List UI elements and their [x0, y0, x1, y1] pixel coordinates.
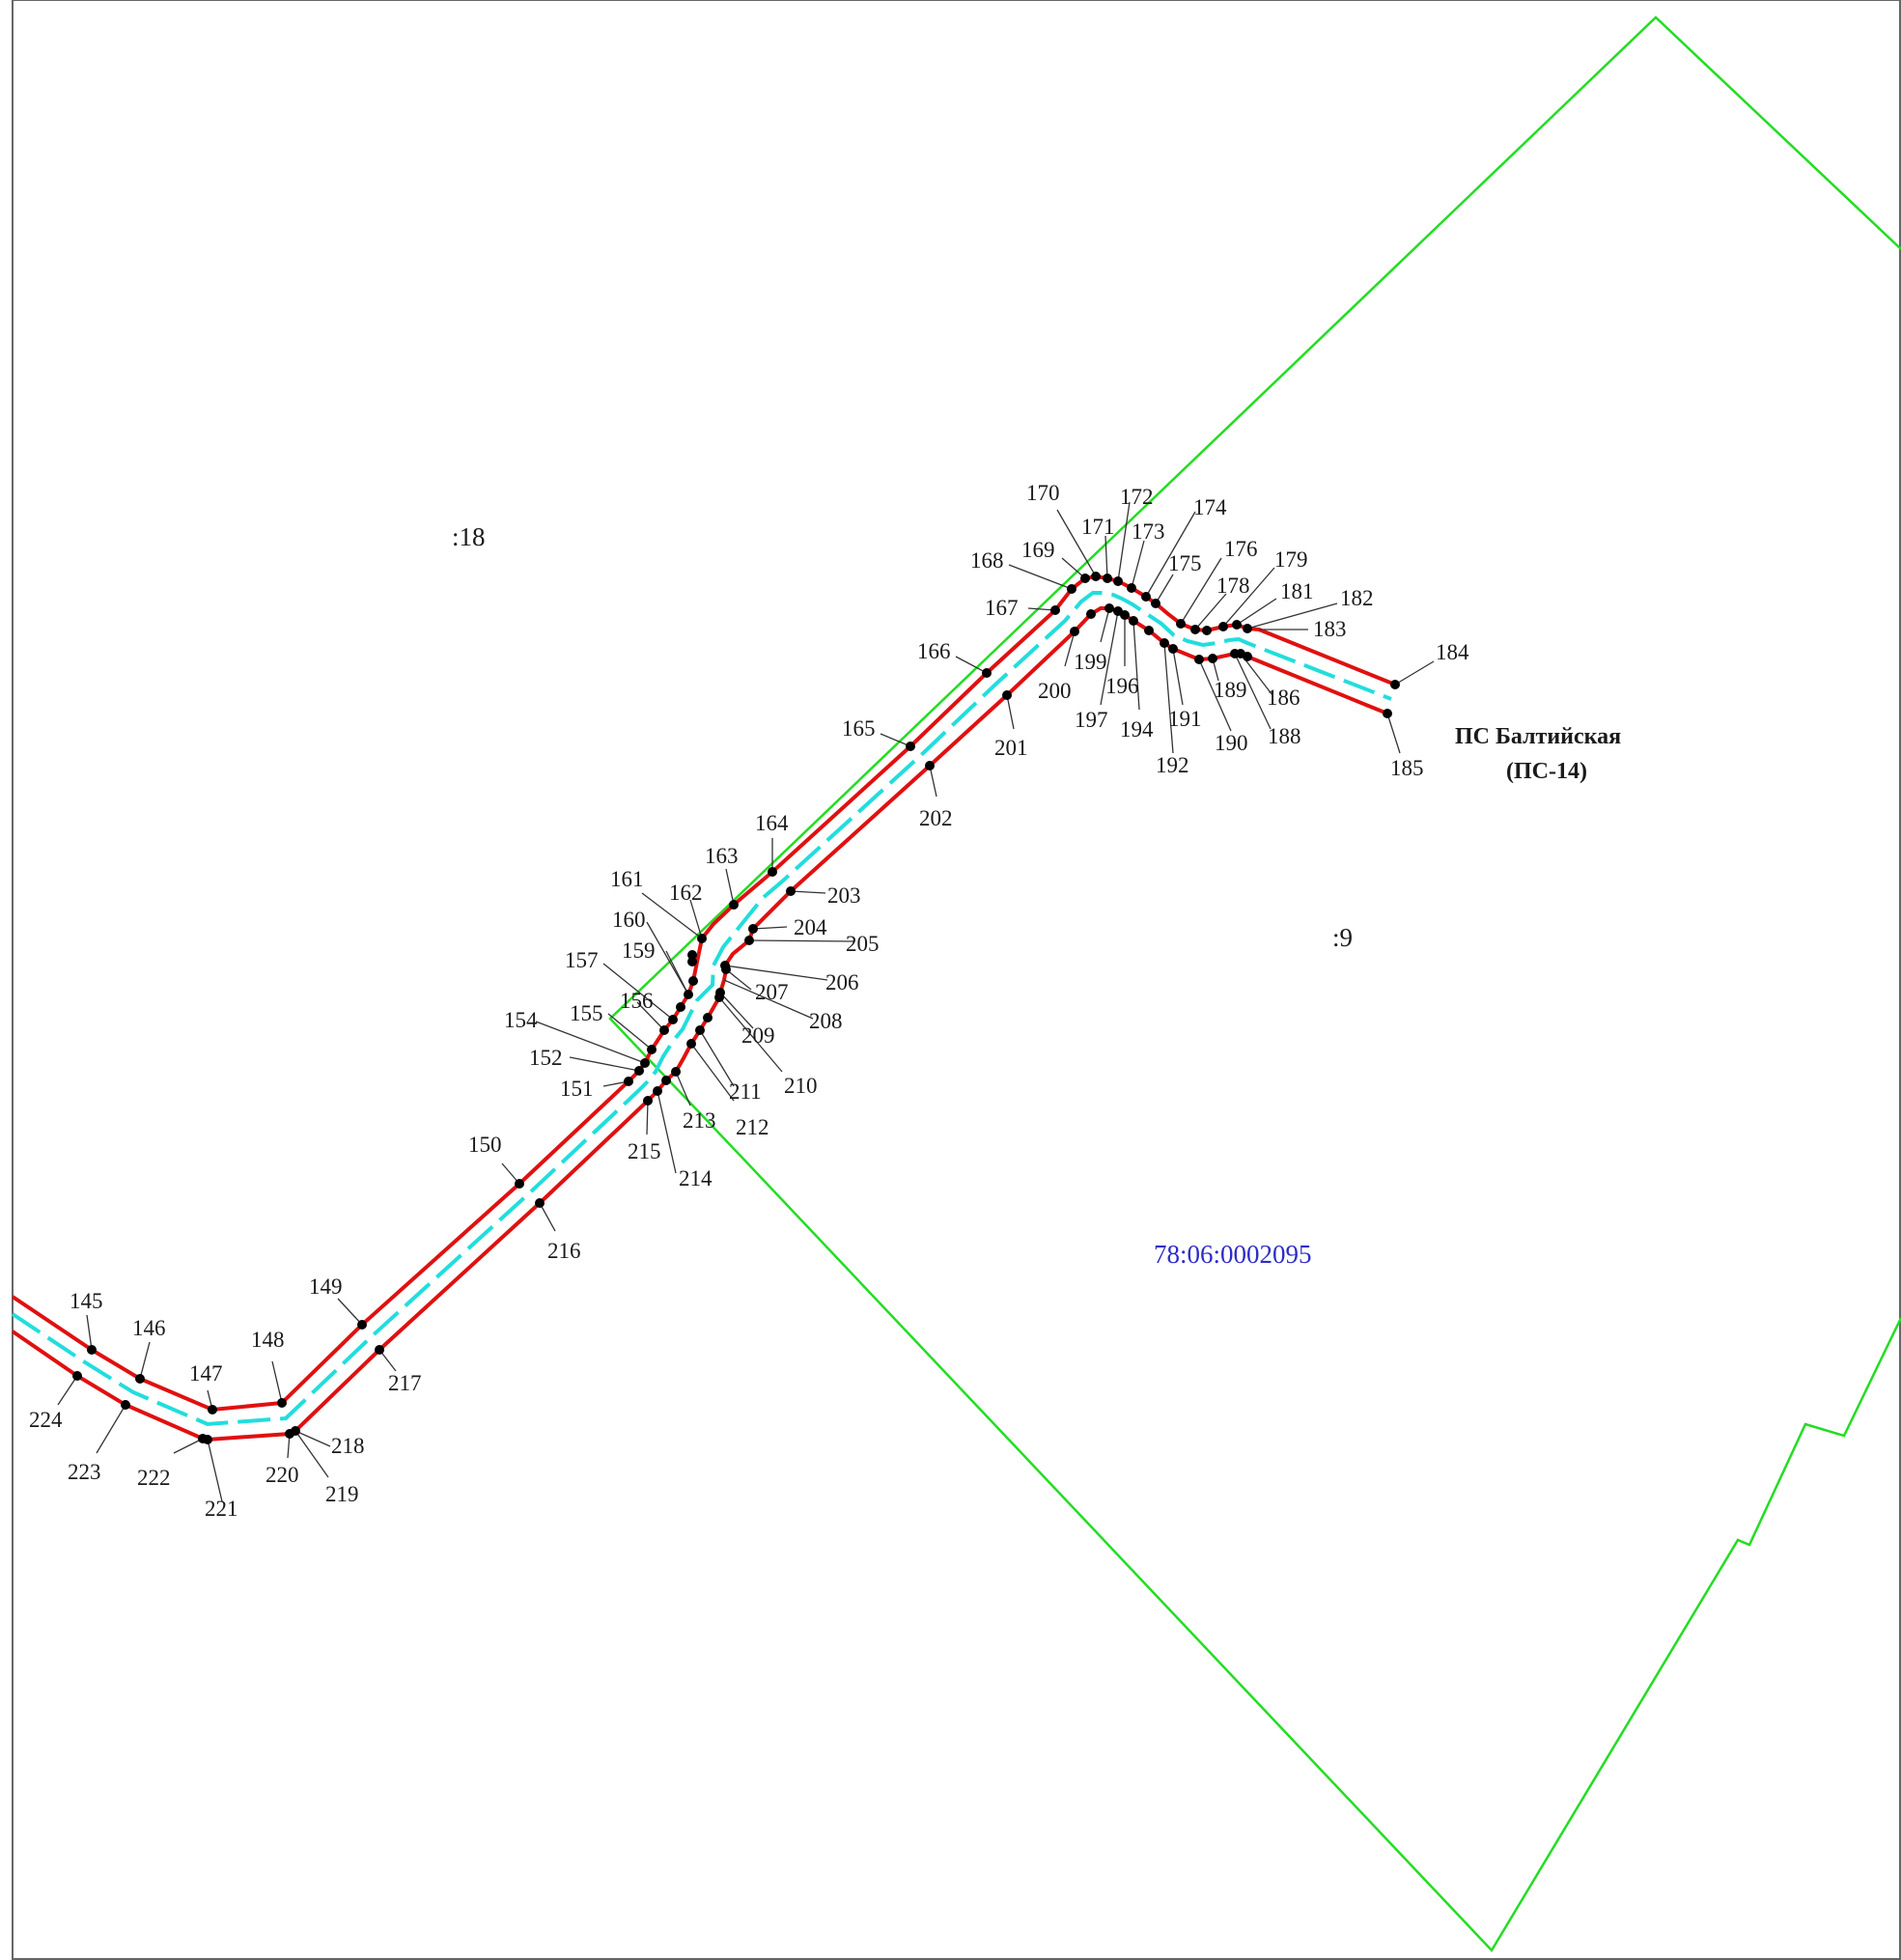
- point-label: 183: [1313, 617, 1347, 641]
- point-label: 223: [68, 1460, 101, 1484]
- point-label: 200: [1038, 679, 1072, 703]
- point-label: 146: [132, 1316, 166, 1340]
- point-label: 147: [189, 1361, 223, 1386]
- point-label: 167: [985, 596, 1019, 620]
- cable-centerline: [11, 591, 1392, 1427]
- point-label: 184: [1436, 640, 1469, 664]
- point-label: 210: [784, 1074, 818, 1098]
- point-label: 155: [570, 1001, 603, 1025]
- point-label: 182: [1340, 586, 1374, 610]
- point-label: 196: [1105, 674, 1139, 698]
- point-label: 190: [1215, 731, 1248, 755]
- point-label: 213: [683, 1108, 716, 1133]
- point-label: 169: [1021, 538, 1055, 562]
- point-label: 194: [1120, 717, 1154, 742]
- point-label: 212: [736, 1115, 769, 1139]
- point-label: 173: [1132, 519, 1165, 544]
- corridor-lower-boundary: [11, 606, 1388, 1442]
- point-label: 222: [137, 1466, 171, 1490]
- point-label: 175: [1168, 551, 1202, 575]
- point-label: 160: [612, 908, 646, 932]
- point-label: 151: [560, 1077, 594, 1101]
- point-label: 170: [1026, 481, 1060, 505]
- parcel-9-boundary: [608, 15, 1901, 1953]
- map-frame: [12, 0, 1901, 1960]
- point-label: 199: [1074, 650, 1107, 674]
- point-label: 179: [1274, 547, 1308, 572]
- point-label: 218: [331, 1434, 365, 1458]
- point-label: 219: [325, 1482, 359, 1506]
- point-label: 209: [741, 1023, 775, 1048]
- point-label: 214: [679, 1166, 713, 1190]
- point-label: 197: [1075, 708, 1108, 732]
- point-label: 161: [610, 867, 644, 891]
- point-label: 163: [705, 844, 739, 868]
- point-label: 172: [1120, 485, 1154, 509]
- point-label: 156: [620, 989, 654, 1013]
- point-label: 188: [1268, 724, 1301, 748]
- point-label: 171: [1081, 515, 1115, 539]
- corridor-upper-boundary: [11, 574, 1396, 1413]
- point-label: 178: [1216, 574, 1250, 598]
- point-label: 207: [755, 980, 789, 1004]
- point-label: 150: [468, 1133, 502, 1157]
- point-label: 203: [827, 883, 861, 908]
- point-label: 149: [309, 1274, 343, 1299]
- point-label: 216: [547, 1239, 581, 1263]
- point-label: 208: [809, 1009, 843, 1033]
- point-label: 166: [917, 639, 951, 663]
- vertex-points: [72, 572, 1400, 1444]
- point-label: 181: [1280, 579, 1314, 603]
- point-label: 168: [970, 548, 1004, 573]
- point-label: 202: [919, 806, 953, 830]
- point-label: 176: [1224, 537, 1258, 561]
- point-label: 154: [504, 1008, 538, 1032]
- point-label: 174: [1193, 495, 1227, 519]
- parcel-9-label: :9: [1332, 923, 1353, 952]
- substation-code: (ПС-14): [1506, 759, 1587, 784]
- point-label: 152: [529, 1046, 563, 1070]
- point-label: 186: [1267, 686, 1300, 710]
- point-label: 157: [565, 948, 599, 972]
- point-label: 217: [388, 1371, 422, 1395]
- point-label: 148: [251, 1328, 285, 1352]
- point-label: 164: [755, 811, 789, 835]
- point-label: 206: [825, 970, 859, 994]
- point-label: 191: [1168, 707, 1202, 731]
- cadastral-quarter-label: 78:06:0002095: [1154, 1240, 1312, 1269]
- point-label: 205: [846, 932, 880, 956]
- point-labels: 145 146 147 148 149 150 151 152 154 155 …: [29, 481, 1469, 1521]
- point-label: 165: [842, 716, 876, 741]
- parcel-18-label: :18: [452, 522, 486, 551]
- point-label: 221: [205, 1497, 238, 1521]
- substation-name: ПС Балтийская: [1455, 724, 1621, 749]
- point-label: 211: [729, 1079, 762, 1104]
- point-label: 145: [70, 1289, 103, 1313]
- point-label: 185: [1390, 756, 1424, 780]
- point-label: 201: [994, 736, 1028, 760]
- point-label: 162: [669, 881, 703, 905]
- point-label: 189: [1214, 678, 1247, 702]
- point-label: 204: [794, 915, 827, 939]
- point-label: 224: [29, 1408, 63, 1432]
- point-label: 192: [1156, 753, 1189, 777]
- point-label: 159: [622, 938, 656, 963]
- point-label: 220: [266, 1463, 299, 1487]
- point-label: 215: [628, 1139, 661, 1163]
